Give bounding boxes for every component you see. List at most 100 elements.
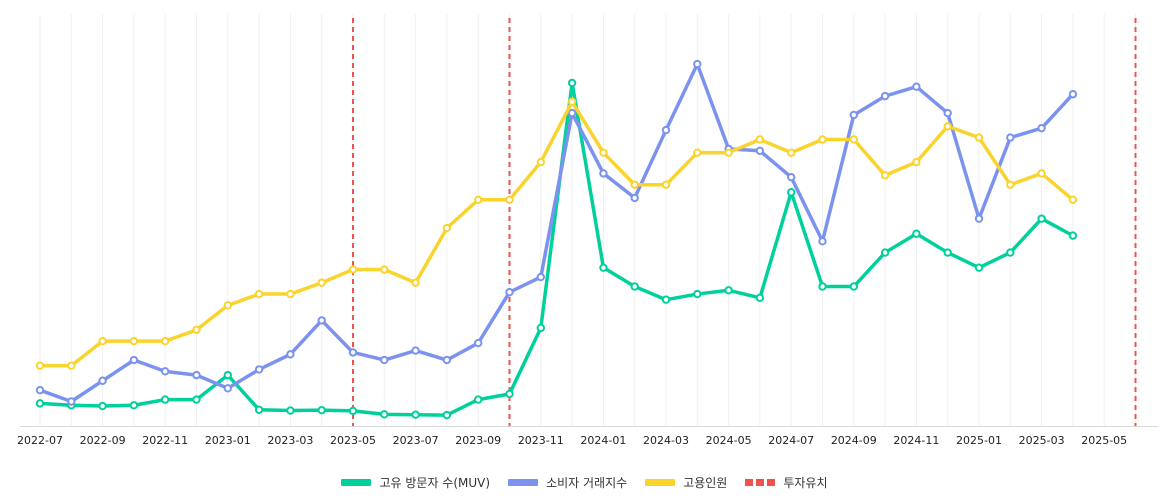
- data-point[interactable]: [787, 148, 796, 157]
- data-point[interactable]: [1068, 195, 1078, 205]
- data-point[interactable]: [192, 325, 201, 335]
- legend-item-muv[interactable]: 고유 방문자 수(MUV): [341, 474, 490, 491]
- data-point[interactable]: [161, 395, 170, 404]
- data-point[interactable]: [943, 248, 952, 257]
- data-point[interactable]: [693, 59, 702, 69]
- data-point[interactable]: [599, 169, 608, 178]
- data-point[interactable]: [411, 346, 420, 355]
- data-point[interactable]: [192, 395, 201, 404]
- data-point[interactable]: [536, 272, 545, 282]
- data-point[interactable]: [818, 135, 827, 144]
- data-point[interactable]: [599, 263, 608, 272]
- data-point[interactable]: [442, 410, 452, 420]
- data-point[interactable]: [1037, 123, 1046, 133]
- data-point[interactable]: [1037, 169, 1046, 178]
- series-line[interactable]: [38, 62, 1075, 404]
- data-point[interactable]: [380, 265, 389, 274]
- data-point[interactable]: [348, 348, 358, 357]
- data-point[interactable]: [129, 355, 139, 365]
- data-point[interactable]: [630, 180, 639, 189]
- data-point[interactable]: [849, 282, 858, 291]
- data-point[interactable]: [974, 133, 984, 142]
- data-point[interactable]: [755, 146, 765, 155]
- data-point[interactable]: [505, 287, 514, 297]
- data-point[interactable]: [1068, 231, 1078, 240]
- data-point[interactable]: [411, 410, 420, 419]
- data-point[interactable]: [317, 316, 326, 325]
- data-point[interactable]: [161, 336, 170, 346]
- legend-item-consumer-index[interactable]: 소비자 거래지수: [508, 474, 627, 491]
- data-point[interactable]: [724, 286, 733, 295]
- data-point[interactable]: [912, 82, 921, 91]
- data-point[interactable]: [536, 323, 545, 333]
- data-point[interactable]: [661, 180, 671, 189]
- data-point[interactable]: [348, 406, 358, 416]
- data-point[interactable]: [630, 193, 639, 203]
- data-point[interactable]: [442, 355, 452, 365]
- data-point[interactable]: [912, 229, 921, 238]
- data-point[interactable]: [818, 282, 827, 291]
- data-point[interactable]: [693, 148, 702, 157]
- data-point[interactable]: [974, 263, 984, 272]
- data-point[interactable]: [98, 376, 107, 385]
- data-point[interactable]: [254, 289, 264, 299]
- data-point[interactable]: [348, 265, 358, 274]
- data-point[interactable]: [567, 97, 577, 106]
- data-point[interactable]: [223, 384, 233, 393]
- data-point[interactable]: [286, 289, 295, 299]
- data-point[interactable]: [129, 336, 139, 346]
- data-point[interactable]: [317, 278, 326, 287]
- data-point[interactable]: [380, 355, 389, 365]
- data-point[interactable]: [849, 110, 858, 120]
- data-point[interactable]: [787, 172, 796, 182]
- data-point[interactable]: [35, 361, 45, 370]
- data-point[interactable]: [35, 385, 45, 395]
- data-point[interactable]: [1037, 214, 1046, 223]
- data-point[interactable]: [161, 367, 170, 376]
- data-point[interactable]: [286, 350, 295, 359]
- data-point[interactable]: [630, 282, 639, 291]
- data-point[interactable]: [880, 91, 890, 101]
- series-line[interactable]: [38, 81, 1075, 417]
- series-line[interactable]: [38, 100, 1075, 368]
- data-point[interactable]: [724, 148, 733, 157]
- data-point[interactable]: [1006, 180, 1015, 189]
- data-point[interactable]: [442, 223, 452, 233]
- data-point[interactable]: [380, 410, 389, 419]
- data-point[interactable]: [223, 370, 233, 380]
- data-point[interactable]: [661, 125, 671, 135]
- data-point[interactable]: [505, 195, 514, 205]
- data-point[interactable]: [787, 188, 796, 197]
- data-point[interactable]: [693, 289, 702, 299]
- data-point[interactable]: [254, 405, 264, 414]
- data-point[interactable]: [599, 148, 608, 157]
- data-point[interactable]: [755, 293, 765, 303]
- data-point[interactable]: [755, 135, 765, 144]
- data-point[interactable]: [567, 108, 577, 118]
- data-point[interactable]: [317, 405, 326, 415]
- data-point[interactable]: [192, 370, 201, 380]
- data-point[interactable]: [849, 135, 858, 144]
- data-point[interactable]: [661, 295, 671, 304]
- data-point[interactable]: [943, 122, 952, 131]
- data-point[interactable]: [129, 401, 139, 410]
- data-point[interactable]: [536, 157, 545, 167]
- data-point[interactable]: [474, 338, 483, 348]
- data-point[interactable]: [98, 336, 107, 346]
- data-point[interactable]: [880, 171, 890, 180]
- data-point[interactable]: [880, 248, 890, 257]
- data-point[interactable]: [223, 301, 233, 310]
- data-point[interactable]: [1006, 248, 1015, 257]
- legend-item-employees[interactable]: 고용인원: [645, 474, 727, 491]
- data-point[interactable]: [254, 365, 264, 374]
- data-point[interactable]: [1068, 90, 1078, 99]
- data-point[interactable]: [474, 395, 483, 404]
- data-point[interactable]: [818, 237, 827, 246]
- data-point[interactable]: [286, 406, 295, 415]
- data-point[interactable]: [1006, 133, 1015, 142]
- data-point[interactable]: [567, 78, 577, 88]
- data-point[interactable]: [35, 399, 45, 408]
- data-point[interactable]: [67, 361, 76, 370]
- data-point[interactable]: [912, 157, 921, 167]
- data-point[interactable]: [67, 397, 76, 406]
